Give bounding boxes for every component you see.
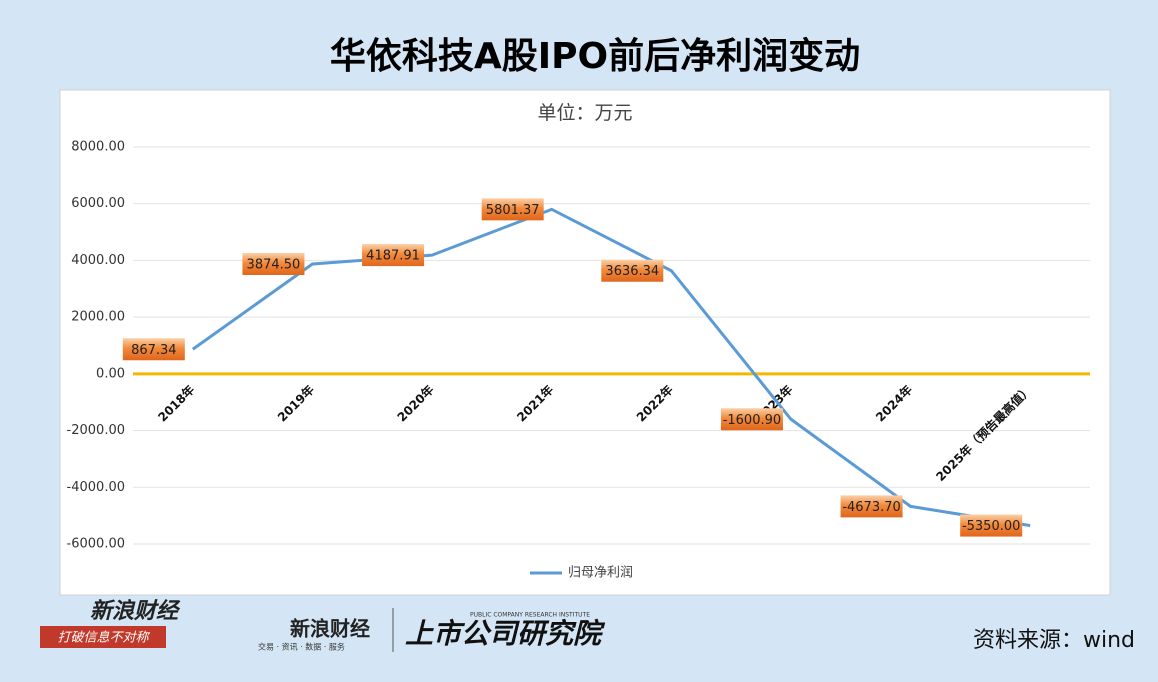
data-label-box <box>601 259 664 282</box>
data-label: 4187.91 <box>366 249 420 264</box>
slogan: 打破信息不对称 <box>57 630 150 646</box>
institute: 上市公司研究院 <box>405 617 606 650</box>
data-label: -5350.00 <box>962 519 1020 534</box>
chart-subtitle: 单位：万元 <box>537 102 632 124</box>
data-label-box <box>242 252 305 275</box>
logo: 新浪财经 <box>90 598 181 624</box>
data-label-box <box>362 244 425 267</box>
data-label: -1600.90 <box>723 413 781 428</box>
y-tick-label: 4000.00 <box>71 253 125 268</box>
y-tick-label: -6000.00 <box>67 537 125 552</box>
data-label: 3874.50 <box>247 257 301 272</box>
data-label-box <box>720 408 783 431</box>
data-label-box <box>481 198 544 221</box>
y-tick-label: -2000.00 <box>67 423 125 438</box>
logo2: 新浪财经 <box>290 617 370 641</box>
data-label-box <box>122 338 185 361</box>
data-label: -4673.70 <box>842 500 900 515</box>
y-tick-label: 2000.00 <box>71 310 125 325</box>
chart-title: 华依科技A股IPO前后净利润变动 <box>330 35 860 77</box>
data-label: 3636.34 <box>605 264 659 279</box>
source: 资料来源：wind <box>973 628 1135 653</box>
plot-panel <box>59 89 1111 596</box>
y-tick-label: 8000.00 <box>71 140 125 155</box>
y-tick-label: -4000.00 <box>67 480 125 495</box>
institute-en: PUBLIC COMPANY RESEARCH INSTITUTE <box>470 612 590 619</box>
line-series <box>191 207 1031 528</box>
data-label: 5801.37 <box>486 203 540 218</box>
slogan-box <box>40 626 166 648</box>
data-label-box <box>960 514 1023 537</box>
data-label: 867.34 <box>131 343 177 358</box>
data-label-box <box>840 495 903 518</box>
y-tick-label: 6000.00 <box>71 196 125 211</box>
legend-label: 归母净利润 <box>568 566 633 581</box>
logo2-sub: 交易 · 资讯 · 数据 · 服务 <box>258 642 345 652</box>
y-tick-label: 0.00 <box>96 366 125 381</box>
